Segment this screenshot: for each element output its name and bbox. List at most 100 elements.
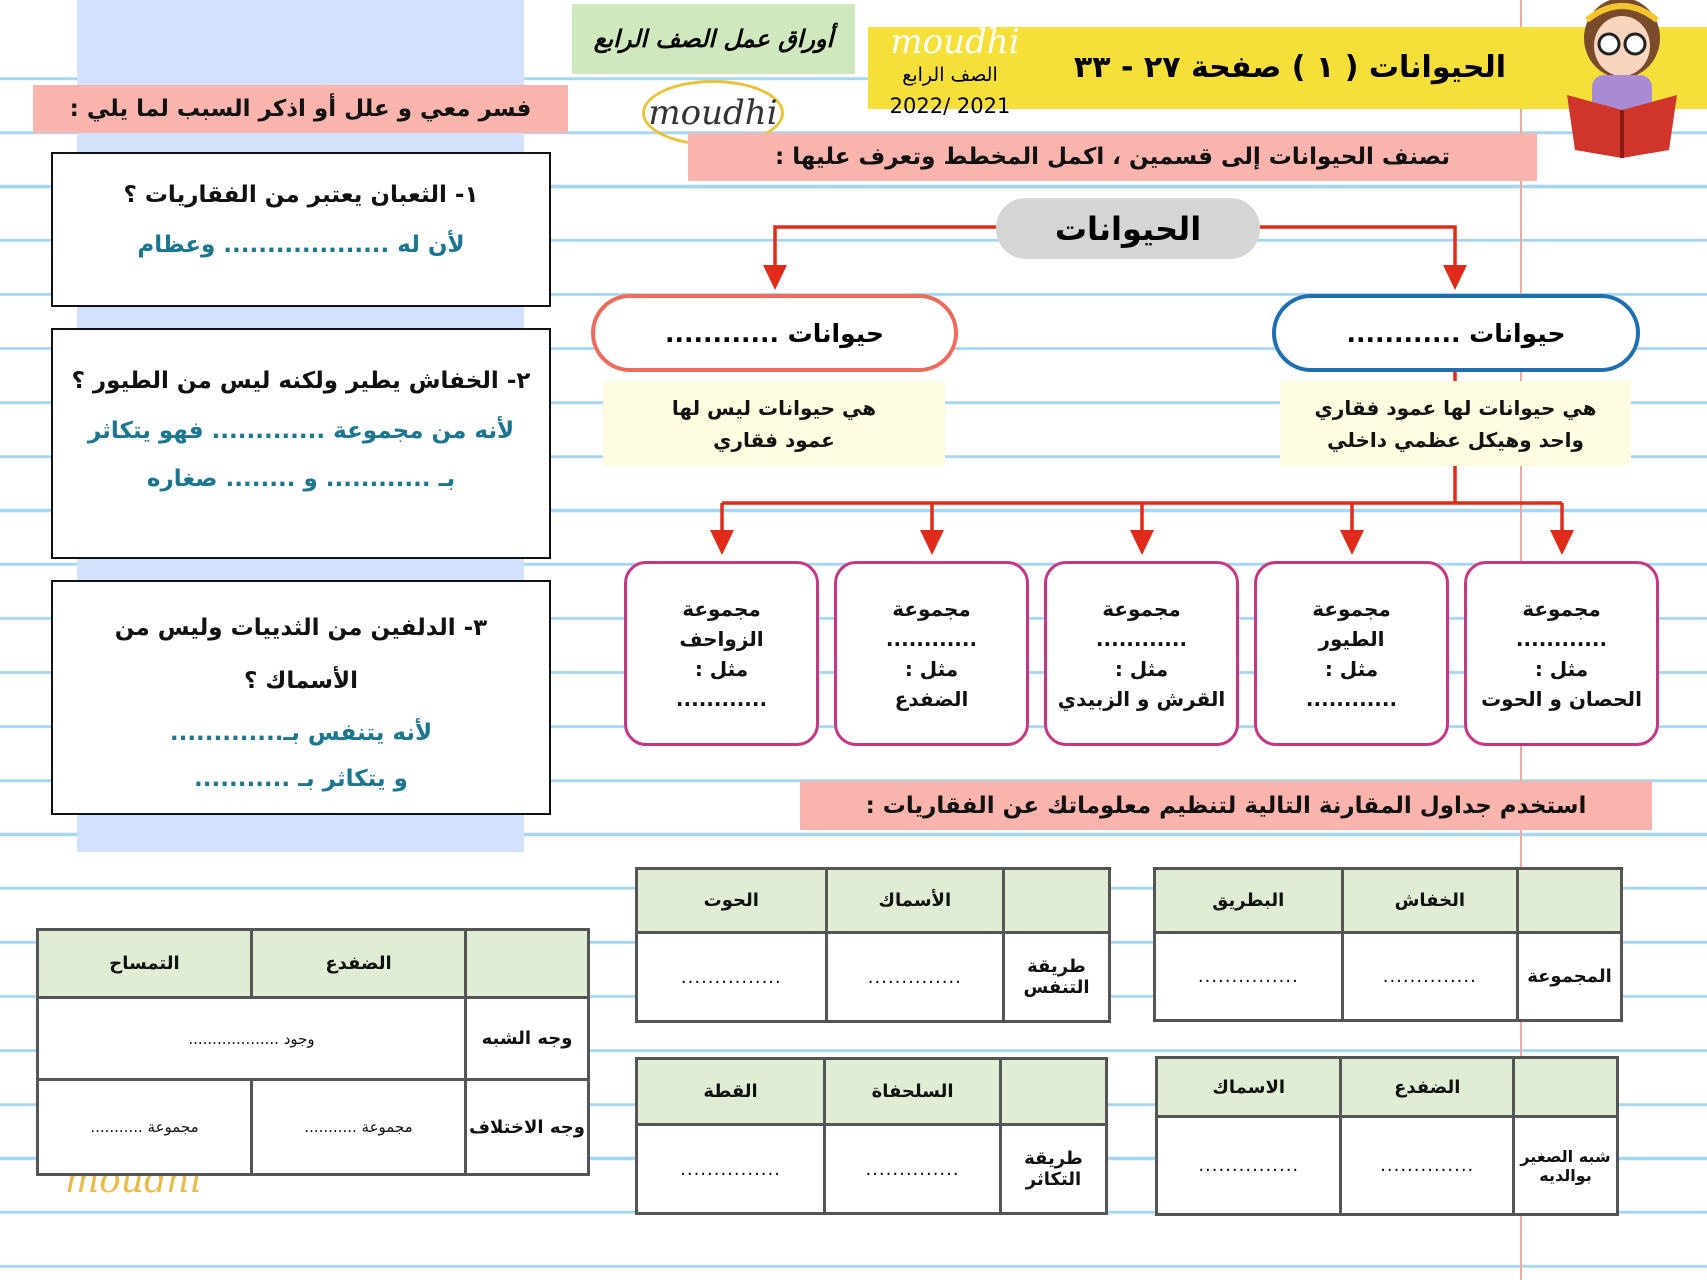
header-cell [1512,1056,1619,1118]
group-line: الحصان و الحوت [1481,686,1642,711]
answer-cell[interactable]: مجموعة ........... [36,1078,253,1176]
answer-blank[interactable]: لأنه من مجموعة ............. فهو يتكاثر [87,417,515,444]
desc-line: واحد وهيكل عظمي داخلي [1327,427,1584,452]
group-line: مثل : [1324,656,1379,681]
girl-reading-icon [1567,0,1677,158]
answer-blank[interactable]: لأنه يتنفس بـ............. [169,719,433,746]
group-line: الضفدع [894,686,969,711]
arrow-down-icon [920,530,944,555]
desc-line: هي حيوانات لها عمود فقاري [1314,395,1597,420]
group-line: القرش و الزبيدي [1057,686,1226,711]
group-line: مجموعة [1102,596,1181,621]
worksheet-label: أوراق عمل الصف الرابع [572,4,855,74]
answer-blank[interactable]: لأن له ................... وعظام [137,231,465,258]
group-blank[interactable]: ............ [675,686,768,711]
arrow-down-icon [763,265,787,290]
header-cell: التمساح [36,928,253,999]
group-box-amphibians: مجموعة............ مثل : الضفدع [834,561,1029,746]
question-box-3: ٣- الدلفين من الثدييات وليس من الأسماك ؟… [51,580,551,815]
arrow-down-icon [710,530,734,555]
table-reproduction: السلحفاة القطة طريقة التكاثر.............… [634,1057,1108,1215]
group-blank[interactable]: ............ [885,626,978,651]
arrow-down-icon [1340,530,1364,555]
answer-blank[interactable]: بـ ............ و ........ صغاره [146,465,456,492]
answer-cell[interactable]: وجود ................... [36,996,467,1081]
row-label: المجموعة [1516,931,1623,1022]
group-line: مثل : [694,656,749,681]
table-resemblance: الضفدع الاسماك شبه الصغير بوالديه........… [1154,1056,1619,1216]
compare-table: الضفدع التمساح وجه الشبه وجود ............… [36,928,590,1176]
answer-cell[interactable]: ............... [1154,1115,1343,1216]
group-box-mammals: مجموعة............ مثل : الحصان و الحوت [1464,561,1659,746]
explain-banner: فسر معي و علل أو اذكر السبب لما يلي : [33,85,568,133]
group-line: مجموعة [892,596,971,621]
arrow-down-icon [1443,265,1467,290]
group-line: الزواحف [679,626,764,651]
arrow-down-icon [1550,530,1574,555]
header-cell: الضفدع [250,928,467,999]
header-cell: القطة [634,1057,827,1126]
answer-cell[interactable]: .............. [823,1123,1002,1215]
vertebrates-description: هي حيوانات لها عمود فقاري واحد وهيكل عظم… [1280,381,1631,466]
question-box-1: ١- الثعبان يعتبر من الفقاريات ؟ لأن له .… [51,152,551,307]
group-line: مجموعة [1312,596,1391,621]
logo-text: moudhi [890,22,1020,62]
grade-label: الصف الرابع [902,64,998,86]
header-cell: الحوت [635,867,828,934]
vertebrates-node[interactable]: حيوانات ............ [1272,294,1640,372]
tables-banner: استخدم جداول المقارنة التالية لتنظيم معل… [800,781,1652,830]
answer-blank[interactable]: و يتكاثر بـ ........... [194,766,408,793]
header-cell [1002,867,1111,934]
root-node: الحيوانات [996,198,1260,259]
group-line: مجموعة [1522,596,1601,621]
header-cell [1516,867,1623,934]
header-cell: الاسماك [1154,1056,1343,1118]
header-cell: الضفدع [1339,1056,1515,1118]
answer-cell[interactable]: .............. [824,931,1006,1023]
answer-cell[interactable]: ............... [635,931,828,1023]
group-line: مثل : [1114,656,1169,681]
answer-cell[interactable]: .............. [1339,1115,1515,1216]
group-line: الطيور [1318,626,1385,651]
group-blank[interactable]: ............ [1515,626,1608,651]
year-label: 2022/ 2021 [889,94,1011,118]
table-group: الخفاش البطريق المجموعة..................… [1153,867,1623,1022]
group-blank[interactable]: ............ [1305,686,1398,711]
desc-line: هي حيوانات ليس لها [671,395,877,420]
question-text: ٢- الخفاش يطير ولكنه ليس من الطيور ؟ [71,368,531,394]
page-title: الحيوانات ( ١ ) صفحة ٢٧ - ٣٣ [1073,50,1507,85]
answer-cell[interactable]: مجموعة ........... [250,1078,467,1176]
invertebrates-description: هي حيوانات ليس لها عمود فقاري [603,381,945,466]
header-cell: السلحفاة [823,1057,1002,1126]
group-line: مجموعة [682,596,761,621]
header-logo: moudhi [890,22,1020,62]
row-label: طريقة التكاثر [999,1123,1108,1215]
desc-line: عمود فقاري [713,427,835,452]
group-box-fish: مجموعة............ مثل : القرش و الزبيدي [1044,561,1239,746]
row-label: شبه الصغير بوالديه [1512,1115,1619,1216]
header-cell: البطريق [1153,867,1344,934]
answer-cell[interactable]: ............... [634,1123,827,1215]
row-label: وجه الاختلاف [464,1078,590,1176]
invertebrates-node[interactable]: حيوانات ............ [591,294,958,372]
question-text: ١- الثعبان يعتبر من الفقاريات ؟ [123,182,479,208]
question-text: ٣- الدلفين من الثدييات وليس من الأسماك ؟ [114,615,488,694]
table-breathing: الأسماك الحوت طريقة التنفس...............… [635,867,1111,1023]
header-cell: الخفاش [1340,867,1520,934]
header-cell [464,928,590,999]
arrow-down-icon [1130,530,1154,555]
group-box-reptiles: مجموعة الزواحف مثل :............ [624,561,819,746]
row-label: طريقة التنفس [1002,931,1111,1023]
diagram-instruction: تصنف الحيوانات إلى قسمين ، اكمل المخطط و… [688,133,1537,181]
group-blank[interactable]: ............ [1095,626,1188,651]
group-line: مثل : [904,656,959,681]
answer-cell[interactable]: ............... [1153,931,1344,1022]
group-line: مثل : [1534,656,1589,681]
header-cell: الأسماك [824,867,1006,934]
row-label: وجه الشبه [464,996,590,1081]
header-cell [999,1057,1108,1126]
question-box-2: ٢- الخفاش يطير ولكنه ليس من الطيور ؟ لأن… [51,328,551,559]
group-box-birds: مجموعة الطيور مثل :............ [1254,561,1449,746]
answer-cell[interactable]: .............. [1340,931,1520,1022]
